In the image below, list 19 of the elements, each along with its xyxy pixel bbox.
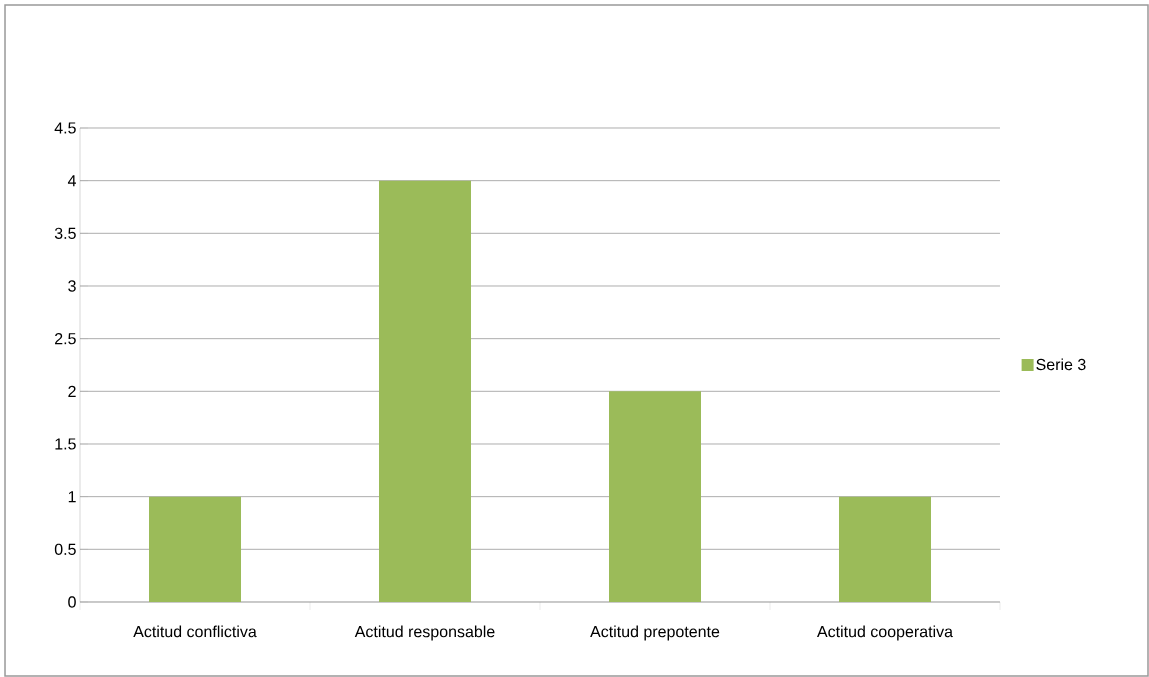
y-tick-label: 0.5 [54, 543, 76, 555]
x-tick-label: Actitud prepotente [590, 625, 720, 641]
x-tick-label: Actitud responsable [354, 625, 495, 641]
y-tick-label: 2 [68, 385, 76, 397]
bar [149, 496, 242, 602]
bar [379, 180, 471, 602]
y-tick-label: 0 [68, 596, 76, 608]
y-tick-label: 1.5 [55, 438, 76, 450]
bar [839, 496, 931, 602]
bar [609, 391, 701, 602]
y-tick-label: 3.5 [54, 227, 76, 239]
x-tick-label: Actitud conflictiva [133, 625, 257, 638]
y-tick-label: 1 [68, 491, 76, 503]
legend-label: Serie 3 [1036, 358, 1086, 371]
y-tick-label: 4 [67, 175, 76, 187]
y-tick-label: 2.5 [55, 333, 76, 345]
y-tick-label: 3 [68, 280, 76, 292]
x-tick-label: Actitud cooperativa [816, 625, 953, 641]
y-tick-label: 4.5 [54, 122, 76, 134]
